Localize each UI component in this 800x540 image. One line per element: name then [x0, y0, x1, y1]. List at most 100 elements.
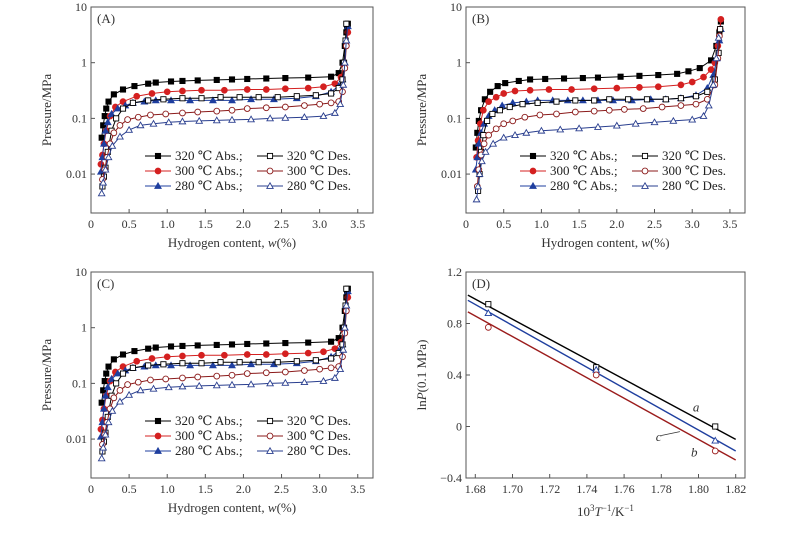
data-point — [335, 350, 342, 357]
data-point — [489, 110, 496, 118]
x-tick-label: 1.5 — [198, 217, 213, 231]
panel-a: 0 0.5 1.0 1.5 2.0 2.5 3.0 3.5 0.01 0.1 1 10 (A) Hydro… — [39, 0, 374, 250]
legend-item: 300 ℃ Abs.; — [145, 428, 243, 443]
data-area — [471, 16, 725, 203]
data-point — [300, 113, 309, 121]
x-tick-label: 2.5 — [647, 217, 662, 231]
x-tick-label: 3.5 — [350, 217, 365, 231]
x-axis-title-sup: −1 — [624, 503, 634, 513]
data-point — [160, 96, 167, 103]
legend-marker — [266, 432, 274, 440]
data-point — [101, 391, 110, 399]
legend-item: 280 ℃ Des. — [257, 443, 351, 458]
data-point — [103, 383, 112, 391]
data-point — [650, 118, 659, 126]
data-point — [194, 77, 201, 84]
data-point — [340, 323, 349, 331]
data-point — [484, 117, 491, 124]
data-point — [499, 133, 508, 141]
legend: 320 ℃ Abs.; 320 ℃ Des. 300 ℃ Abs.; 300 ℃ De… — [145, 148, 351, 193]
data-point — [707, 66, 715, 73]
y-axis-title-var: P — [414, 392, 429, 401]
data-point — [560, 75, 568, 82]
data-point — [521, 113, 529, 121]
data-point — [100, 122, 107, 129]
x-tick-label: 2.5 — [274, 217, 289, 231]
legend-item: 280 ℃ Des. — [632, 178, 726, 193]
data-point — [336, 365, 345, 373]
series-a — [467, 294, 737, 440]
data-point — [101, 378, 108, 385]
plot-frame — [465, 271, 746, 479]
data-point — [163, 353, 171, 361]
data-point — [163, 88, 171, 96]
data-point — [178, 117, 187, 125]
y-axis-title: Pressure/MPa — [414, 74, 429, 146]
legend-marker — [266, 417, 274, 425]
series-320-abs- — [472, 18, 724, 151]
data-point — [164, 383, 173, 391]
data-point — [194, 108, 202, 116]
data-point — [282, 350, 289, 358]
x-axis-title-variable: w — [268, 500, 277, 515]
series-280-des- — [472, 33, 723, 203]
data-point — [179, 95, 186, 102]
y-tick-label: 1.2 — [447, 265, 462, 279]
data-point — [116, 121, 124, 129]
plot-frame — [90, 6, 374, 214]
data-point — [198, 360, 205, 367]
x-tick-label: 1.82 — [725, 482, 746, 496]
data-point — [274, 94, 281, 101]
curve-label-b: b — [691, 444, 698, 459]
data-point — [134, 378, 142, 386]
y-tick-label: 0.01 — [66, 432, 87, 446]
y-axis-title: Pressure/MPa — [39, 74, 54, 146]
data-point — [536, 111, 544, 119]
data-point — [590, 85, 598, 93]
data-point — [262, 104, 270, 112]
y-tick-label: 0.01 — [441, 167, 462, 181]
data-point — [579, 74, 586, 82]
x-tick-label: 1.74 — [576, 482, 597, 496]
data-point — [198, 351, 205, 359]
data-point — [343, 20, 350, 27]
data-point — [711, 436, 720, 444]
data-point — [282, 85, 289, 93]
data-point — [479, 106, 487, 114]
data-point — [145, 345, 152, 352]
data-point — [228, 380, 236, 388]
legend-item: 320 ℃ Abs.; — [145, 413, 243, 428]
data-point — [213, 76, 220, 83]
data-point — [99, 139, 108, 147]
x-axis-title: Hydrogen content, w(%) — [168, 500, 296, 515]
x-axis-title: Hydrogen content, w(%) — [168, 235, 296, 250]
data-point — [131, 348, 138, 355]
x-tick-label: 1.72 — [539, 482, 560, 496]
data-point — [115, 397, 124, 405]
curve-label-c: c — [656, 429, 662, 444]
data-point — [625, 96, 632, 103]
legend-item: 320 ℃ Des. — [257, 413, 351, 428]
legend-item: 300 ℃ Abs.; — [520, 163, 618, 178]
data-point — [243, 105, 251, 112]
data-point — [328, 90, 335, 97]
data-area — [96, 285, 352, 462]
y-tick-label: −0.4 — [440, 471, 462, 485]
data-point — [113, 369, 122, 377]
data-point — [677, 102, 685, 109]
data-point — [575, 124, 584, 132]
data-point — [263, 75, 270, 82]
data-point — [301, 102, 308, 109]
legend-marker — [641, 152, 649, 160]
data-point — [571, 108, 579, 116]
data-point — [492, 93, 500, 101]
data-point — [105, 98, 112, 105]
y-tick-label: 0.1 — [447, 111, 462, 125]
data-point — [179, 87, 186, 95]
series-300-des- — [99, 307, 350, 448]
x-tick-label: 1.76 — [614, 482, 635, 496]
data-point — [167, 78, 175, 85]
legend-marker — [266, 446, 274, 454]
x-tick-label: 0 — [88, 482, 94, 496]
data-point — [305, 339, 312, 346]
